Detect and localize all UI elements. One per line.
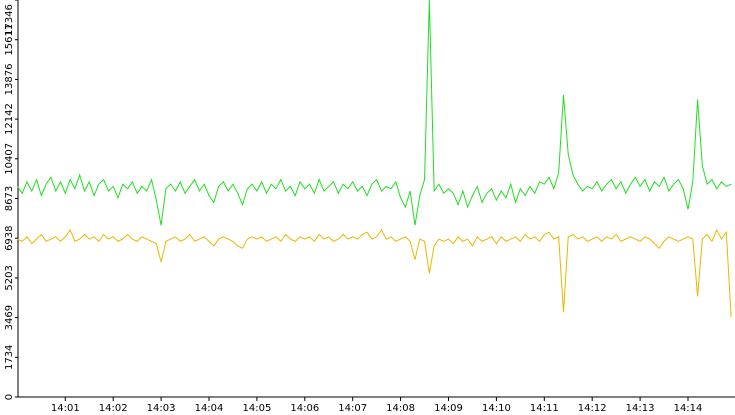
y-tick-label: 10407	[4, 143, 15, 175]
x-tick-label: 14:11	[530, 403, 559, 414]
x-tick-label: 14:03	[147, 403, 176, 414]
x-tick-label: 14:14	[674, 403, 703, 414]
y-tick-label: 1734	[4, 345, 15, 370]
x-tick-label: 14:06	[290, 403, 319, 414]
y-tick-label: 6938	[4, 225, 15, 250]
x-tick-label: 14:09	[434, 403, 463, 414]
y-tick-label: 3469	[4, 305, 15, 330]
x-tick-label: 14:07	[338, 403, 367, 414]
y-tick-label: 13876	[4, 64, 15, 96]
y-tick-label: 8673	[4, 186, 15, 211]
x-tick-label: 14:02	[99, 403, 128, 414]
x-tick-label: 14:01	[51, 403, 80, 414]
x-tick-label: 14:10	[482, 403, 511, 414]
y-tick-label: 12142	[4, 103, 15, 135]
y-tick-label: 5203	[4, 265, 15, 290]
x-tick-label: 14:08	[386, 403, 415, 414]
x-tick-label: 14:13	[626, 403, 655, 414]
x-tick-label: 14:05	[242, 403, 271, 414]
y-tick-label: 0	[4, 394, 15, 400]
series-line	[16, 0, 732, 226]
y-tick-label: 17346	[4, 4, 15, 36]
x-tick-label: 14:12	[578, 403, 607, 414]
y-tick-label: 15611	[4, 24, 15, 56]
series-line	[17, 228, 732, 317]
x-tick-label: 14:04	[195, 403, 224, 414]
